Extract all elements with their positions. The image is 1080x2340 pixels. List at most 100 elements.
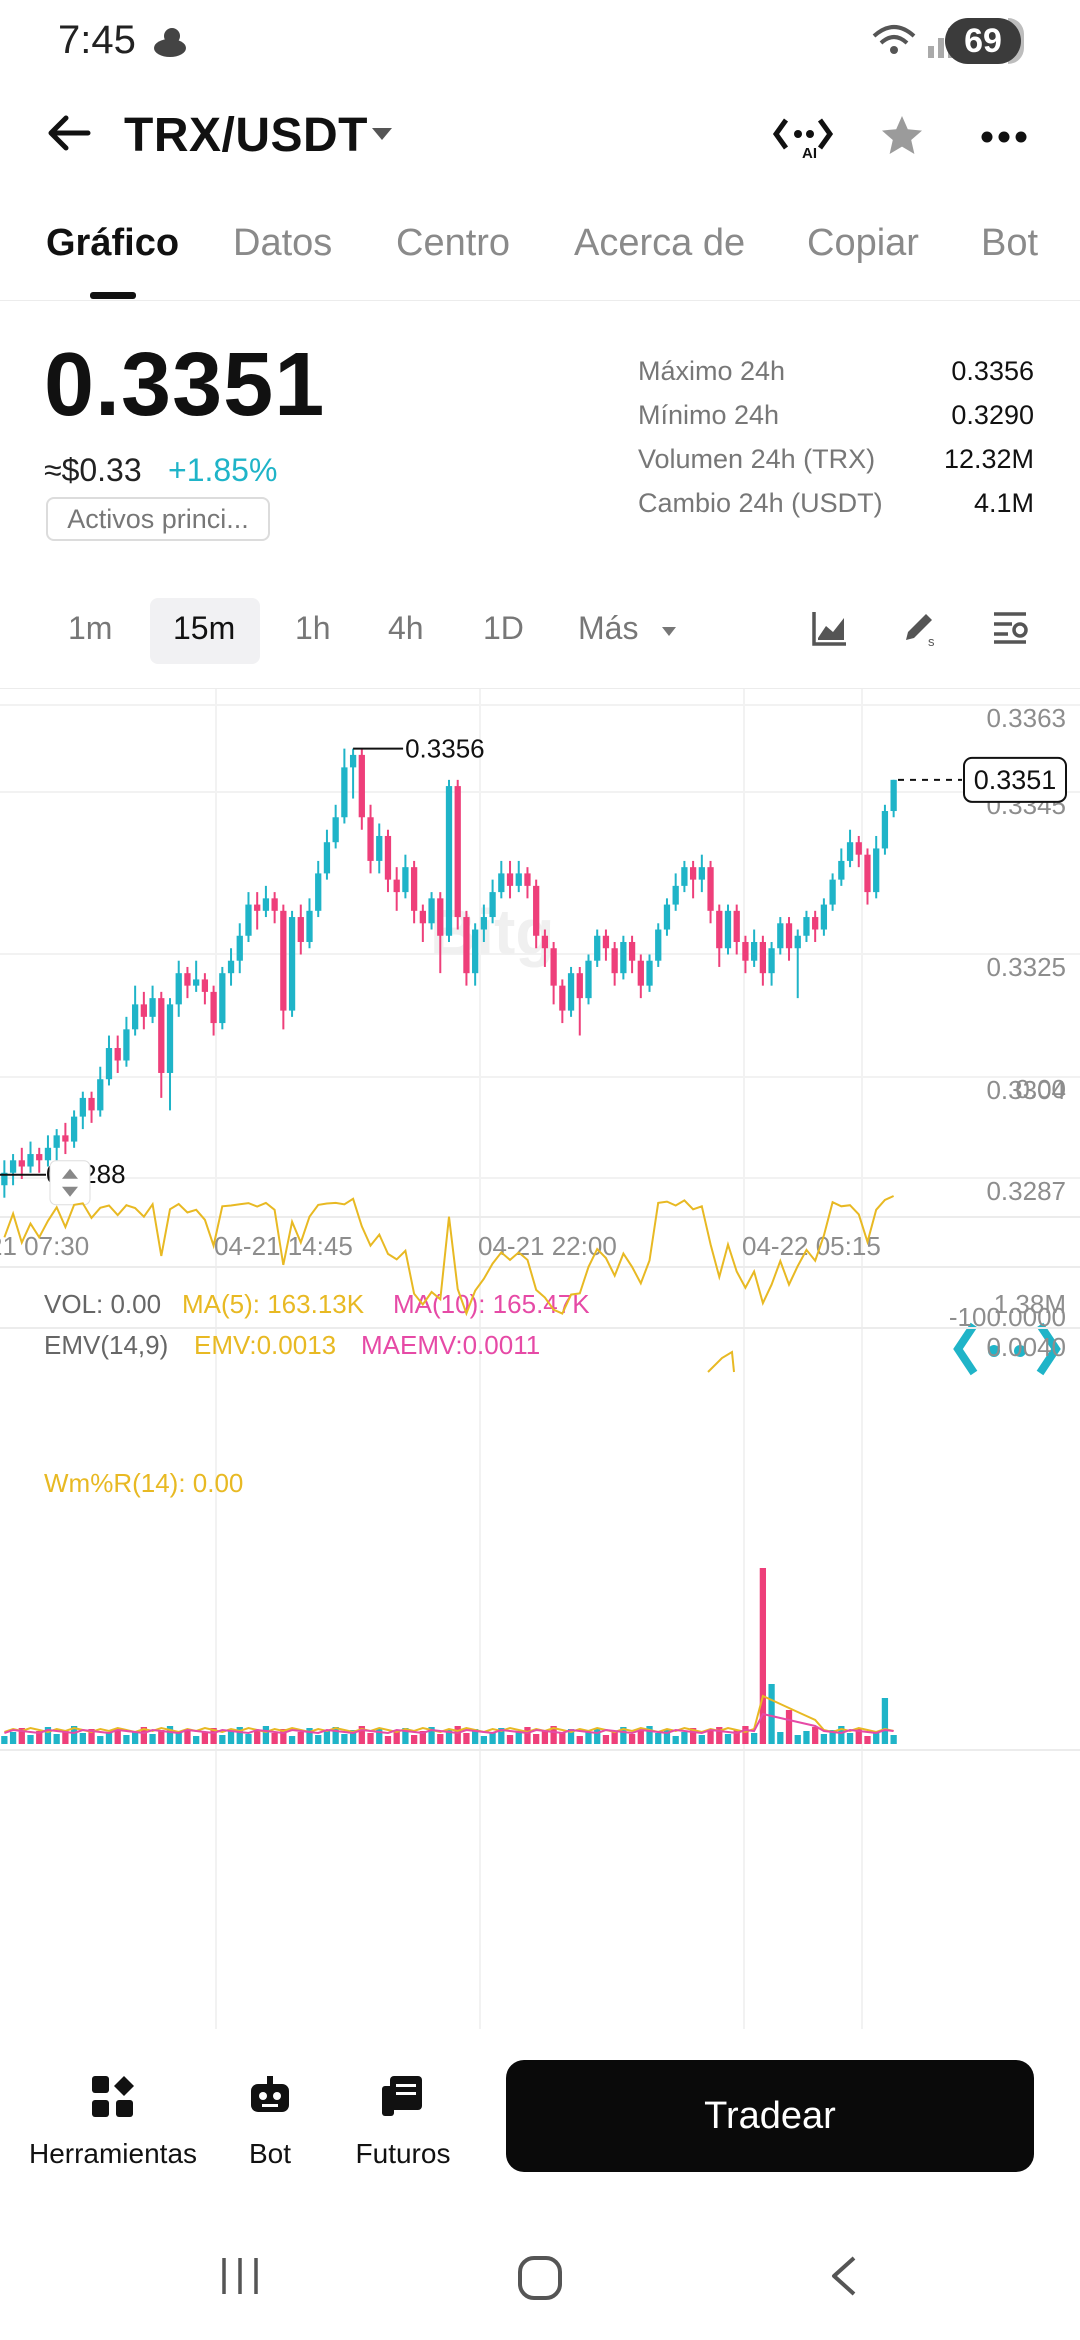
interval-1h[interactable]: 1h [295,610,331,646]
volume-bar [149,1734,156,1744]
volume-axis-max: 1.38M [994,1289,1066,1319]
maemv-value-label: MAEMV:0.0011 [361,1330,540,1360]
volume-ma10-line [4,1712,894,1735]
volume-bar [550,1726,557,1744]
volume-bar [498,1728,505,1744]
volume-bar [323,1731,331,1744]
tab-copiar[interactable]: Copiar [807,222,919,264]
williams-r-panel: Wm%R(14): 0.000.00-100.0000 [0,1074,1080,1498]
volume-bar [777,1732,784,1744]
candle-body [463,917,470,974]
tools-button[interactable]: Herramientas [28,2030,198,2170]
more-intervals-caret-icon[interactable] [662,627,676,636]
candle-body [594,935,601,961]
candle-body [794,935,801,949]
last-price-tag-label: 0.3351 [974,765,1057,795]
volume-bar [219,1735,226,1744]
candle-body [533,885,540,936]
chart-top-divider [0,688,1080,689]
candle-body [576,973,583,999]
volume-bar [410,1735,418,1744]
active-interval-highlight [150,598,260,664]
volume-bar [36,1731,43,1744]
favorite-star-icon[interactable] [878,112,926,165]
active-tab-indicator [90,292,136,299]
tab-centro[interactable]: Centro [396,222,511,264]
candle-body [803,917,810,936]
candle-body [114,1048,121,1061]
interval-1m[interactable]: 1m [68,610,113,646]
trade-button[interactable]: Tradear [506,2060,1034,2172]
volume-bar [193,1736,200,1744]
interval-1d[interactable]: 1D [483,610,524,646]
tab-grafico[interactable]: Gráfico [46,222,180,264]
volume-bar [873,1732,880,1744]
candle-body [838,860,845,880]
asset-category-chip[interactable]: Activos princi... [46,497,270,541]
pair-title[interactable]: TRX/USDT [124,109,368,162]
volume-bar [628,1734,636,1744]
ai-badge-left-icon [953,1322,978,1376]
candle-body [376,835,383,861]
system-nav-bar [0,2210,1080,2340]
ai-assistant-icon[interactable]: AI [772,112,836,165]
candle-body [1,1172,8,1186]
candle-body [288,917,296,1011]
candle-body [663,904,671,930]
drawing-tools-icon[interactable]: s [898,606,942,655]
candle-body [812,917,819,930]
futures-label: Futuros [355,2138,451,2169]
volume-bar [53,1734,60,1744]
tab-acerca-de[interactable]: Acerca de [574,222,746,264]
volume-bar [297,1732,304,1744]
candle-body [489,892,496,918]
volume-bar [445,1730,453,1744]
volume-bar [402,1728,409,1744]
bot-button[interactable]: Bot [225,2030,315,2170]
futures-button[interactable]: Futuros [348,2030,458,2170]
interval-15m[interactable]: 15m [173,610,236,646]
candle-body [637,960,644,986]
candle-body [88,1097,95,1111]
volume-bar [227,1731,235,1744]
volume-bar [698,1735,705,1744]
more-options-icon[interactable] [980,130,1028,149]
volume-label: VOL: 0.00 [44,1289,161,1319]
tab-datos[interactable]: Datos [233,222,333,264]
interval-selector: 1m 15m 1h 4h 1D Más [0,598,1080,668]
volume-bar [829,1730,836,1744]
candle-body [820,904,828,930]
volume-bar [9,1732,17,1744]
pair-dropdown-caret-icon[interactable] [372,128,392,140]
stat-value: 12.32M [943,444,1034,474]
status-time: 7:45 [58,18,136,62]
tab-bot[interactable]: Bot [981,222,1039,264]
chart-type-icon[interactable] [810,608,850,653]
ai-label: AI [802,145,817,160]
volume-bar [533,1734,540,1744]
volume-bar [716,1727,723,1744]
volume-bar [79,1733,86,1744]
volume-bar [820,1734,828,1744]
candle-body [716,910,723,949]
home-icon[interactable] [516,2254,564,2307]
interval-4h[interactable]: 4h [388,610,424,646]
stat-high-24h: Máximo 24h 0.3356 [638,356,1034,400]
back-arrow-icon[interactable] [44,108,94,163]
candle-body [707,867,714,911]
volume-bar [689,1728,697,1744]
interval-more[interactable]: Más [578,610,639,646]
recent-apps-icon[interactable] [218,2254,262,2303]
volume-bar [349,1730,357,1744]
candle-body [27,1154,34,1167]
candle-body [515,873,522,886]
candle-body [410,867,418,911]
indicator-settings-icon[interactable] [990,608,1030,653]
volume-bar [611,1731,618,1744]
candle-body [332,817,339,843]
candle-body [297,917,304,942]
candle-body [193,979,200,986]
back-nav-icon[interactable] [822,2254,866,2303]
volume-bar [663,1729,671,1744]
